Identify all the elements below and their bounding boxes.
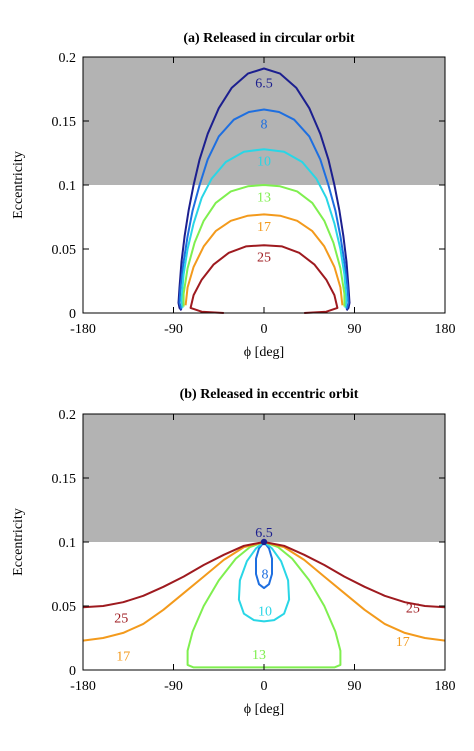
x-tick-label: -180: [70, 322, 96, 337]
contour-label-13: 13: [252, 648, 266, 663]
y-tick-label: 0.15: [52, 115, 77, 130]
x-tick-label: 0: [261, 322, 268, 337]
contour-label-8: 8: [261, 118, 268, 133]
y-tick-label: 0.05: [52, 243, 77, 258]
series-line-10: [237, 541, 291, 623]
contour-label-17-right: 17: [396, 635, 410, 650]
contour-label-25: 25: [114, 612, 128, 627]
y-tick-label: 0: [69, 307, 76, 322]
chart-title: (b) Released in eccentric orbit: [180, 387, 359, 402]
contour-label-25: 25: [257, 251, 271, 266]
y-axis-label: Eccentricity: [11, 151, 26, 219]
x-tick-label: 90: [348, 322, 362, 337]
contour-label-6.5: 6.5: [255, 526, 273, 541]
y-tick-label: 0.1: [59, 536, 77, 551]
contour-label-17: 17: [116, 649, 130, 664]
x-tick-label: -90: [164, 679, 183, 694]
contour-label-17: 17: [257, 220, 271, 235]
y-tick-label: 0: [69, 664, 76, 679]
x-tick-label: -90: [164, 322, 183, 337]
contour-label-6.5: 6.5: [255, 77, 273, 92]
x-tick-label: -180: [70, 679, 96, 694]
y-tick-label: 0.2: [59, 51, 77, 66]
x-tick-label: 180: [435, 679, 456, 694]
panel-a-chart: 6.5 8 10 13 17 25 -180 -90 0 90 180 0 0.05 0.1 0.15 0.2…: [11, 31, 456, 360]
y-tick-label: 0.05: [52, 600, 77, 615]
y-axis-label: Eccentricity: [11, 508, 26, 576]
contour-label-8: 8: [262, 567, 269, 582]
series-line-10: [180, 148, 348, 309]
x-axis-label: ϕ [deg]: [244, 702, 284, 717]
x-tick-label: 180: [435, 322, 456, 337]
series-line-13: [182, 184, 346, 307]
shaded-region: [83, 414, 445, 542]
y-tick-label: 0.15: [52, 472, 77, 487]
contour-origin-point: [260, 538, 268, 546]
contour-label-10: 10: [258, 604, 272, 619]
y-tick-label: 0.2: [59, 408, 77, 423]
series-line-8: [255, 541, 273, 590]
panel-b-chart: 6.5 8 10 13 17 25 17 25 -180 -90 0 90 180 0 0.05 0.1 0.1…: [11, 387, 456, 717]
series-line-17: [82, 541, 446, 642]
series-line-6.5: [177, 67, 351, 312]
shaded-region: [83, 57, 445, 185]
x-tick-label: 0: [261, 679, 268, 694]
series-line-8: [178, 108, 350, 310]
contour-label-10: 10: [257, 155, 271, 170]
series-line-17: [184, 213, 344, 306]
chart-title: (a) Released in circular orbit: [183, 31, 355, 46]
x-tick-label: 90: [348, 679, 362, 694]
contour-label-25-right: 25: [406, 601, 420, 616]
y-tick-label: 0.1: [59, 179, 77, 194]
contour-label-13: 13: [257, 191, 271, 206]
series-line-25: [189, 244, 339, 314]
x-axis-label: ϕ [deg]: [244, 345, 284, 360]
